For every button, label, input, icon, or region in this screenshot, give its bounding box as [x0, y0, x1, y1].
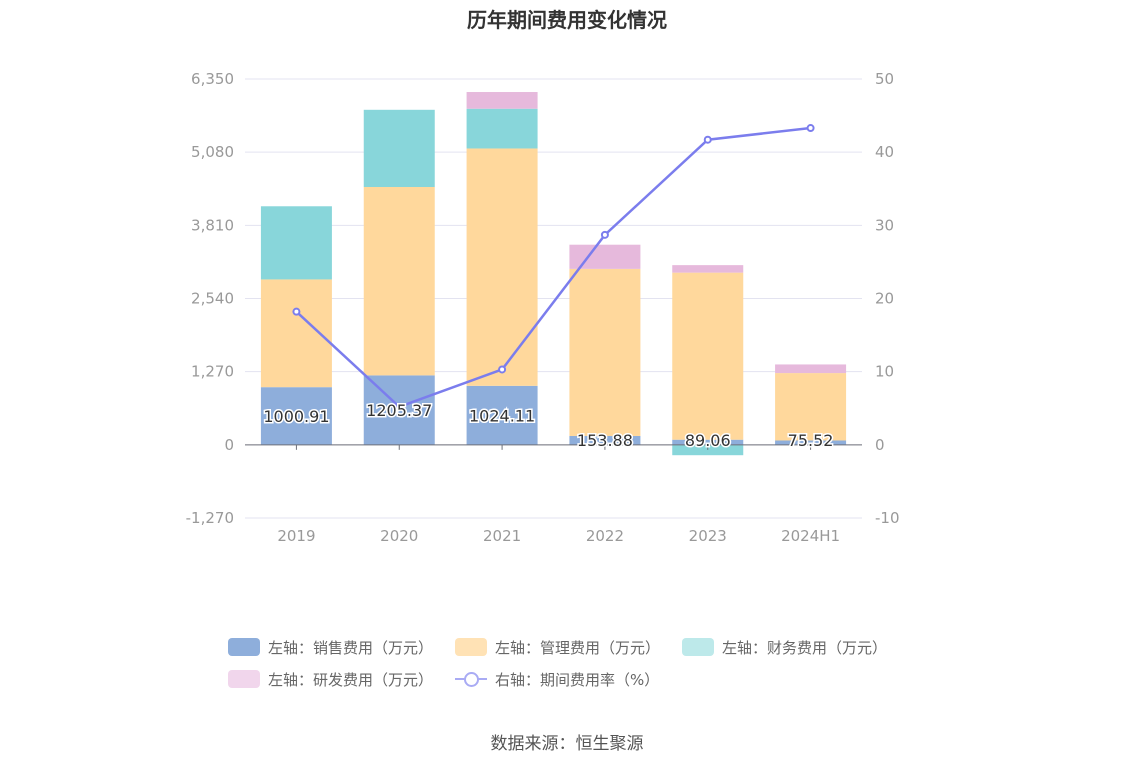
right-axis-tick-label: 20 [875, 290, 894, 308]
rnd-bar [775, 364, 847, 374]
legend-label: 左轴：管理费用（万元） [495, 638, 661, 657]
sales-bar [466, 385, 538, 445]
chart-title: 历年期间费用变化情况 [467, 8, 667, 32]
rnd-bar [672, 265, 744, 273]
admin-bar [672, 272, 744, 440]
data-source-note: 数据来源：恒生聚源 [490, 734, 644, 754]
right-axis-tick-label: -10 [875, 509, 900, 527]
ratio-point [395, 402, 404, 411]
left-axis-tick-label: 0 [224, 436, 234, 454]
legend-item-finance[interactable]: 左轴：财务费用（万元） [682, 637, 887, 658]
sales-bar [260, 387, 332, 445]
admin-bar [569, 268, 641, 436]
x-axis-tick-label: 2021 [483, 527, 521, 545]
sales-data-label: 89.06 [685, 431, 731, 450]
admin-bar [363, 187, 435, 376]
ratio-line-series [292, 124, 815, 411]
left-axis-tick-label: 3,810 [191, 216, 234, 234]
axes: 6,350 50 5,080 40 3,810 30 2,540 20 1,270 10 0 0 -1,… [186, 70, 900, 545]
legend-swatch [228, 670, 260, 688]
legend: 左轴：销售费用（万元） 左轴：管理费用（万元） 左轴：财务费用（万元） 左轴：研… [228, 631, 928, 695]
legend-item-admin[interactable]: 左轴：管理费用（万元） [455, 637, 660, 658]
ratio-point [600, 230, 609, 239]
sales-data-label: 1024.11 [469, 406, 535, 425]
ratio-point [498, 365, 507, 374]
sales-data-label: 1000.91 [263, 407, 329, 426]
sales-data-label: 75.52 [788, 431, 834, 450]
sales-bar [775, 440, 847, 445]
x-axis-tick-label: 2022 [586, 527, 624, 545]
admin-bar [775, 373, 847, 441]
finance-bar [363, 109, 435, 188]
legend-label: 左轴：财务费用（万元） [722, 638, 888, 657]
right-axis-tick-label: 0 [875, 436, 885, 454]
left-axis-tick-label: 2,540 [191, 290, 234, 308]
sales-bar [569, 435, 641, 445]
right-axis-tick-label: 30 [875, 216, 894, 234]
left-axis-tick-label: 5,080 [191, 143, 234, 161]
left-axis-tick-label: 6,350 [191, 70, 234, 88]
legend-item-rnd[interactable]: 左轴：研发费用（万元） [228, 669, 433, 690]
finance-bar [260, 206, 332, 280]
left-axis-tick-label: -1,270 [186, 509, 234, 527]
legend-swatch [228, 638, 260, 656]
right-axis-tick-label: 10 [875, 363, 894, 381]
ratio-point [292, 307, 301, 316]
finance-bar [466, 108, 538, 149]
rnd-bar [466, 92, 538, 109]
finance-bar [672, 444, 744, 456]
ratio-line [295, 126, 811, 409]
legend-item-ratio[interactable]: 右轴：期间费用率（%） [455, 669, 659, 690]
rnd-bar [569, 244, 641, 269]
right-axis-tick-label: 50 [875, 70, 894, 88]
right-axis-tick-label: 40 [875, 143, 894, 161]
left-axis-tick-label: 1,270 [191, 363, 234, 381]
legend-label: 左轴：研发费用（万元） [268, 670, 434, 689]
chart-canvas: 6,350 50 5,080 40 3,810 30 2,540 20 1,270 10 0 0 -1,… [186, 70, 900, 545]
data-labels: 1000.91 1205.37 1024.11 153.88 89.06 75.52 [262, 400, 835, 452]
ratio-point [806, 124, 815, 133]
sales-data-label: 1205.37 [366, 401, 432, 420]
sales-data-label: 153.88 [577, 431, 633, 450]
x-axis-tick-label: 2019 [277, 527, 315, 545]
legend-swatch [682, 638, 715, 656]
legend-line-swatch [455, 670, 488, 688]
legend-item-sales[interactable]: 左轴：销售费用（万元） [228, 637, 433, 658]
admin-bar [466, 148, 538, 386]
x-axis-tick-label: 2023 [689, 527, 727, 545]
grid-lines [245, 78, 862, 519]
ratio-point [703, 135, 712, 144]
x-axis-tick-label: 2020 [380, 527, 418, 545]
x-axis-tick-label: 2024H1 [781, 527, 840, 545]
legend-label: 右轴：期间费用率（%） [495, 670, 660, 689]
legend-swatch [455, 638, 488, 656]
legend-label: 左轴：销售费用（万元） [268, 638, 434, 657]
bar-series [260, 92, 847, 456]
sales-bar [672, 439, 744, 445]
